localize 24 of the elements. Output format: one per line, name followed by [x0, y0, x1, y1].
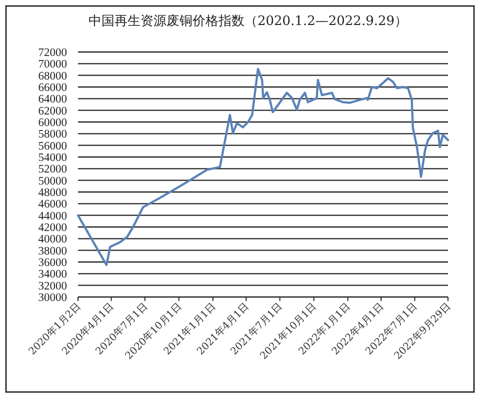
line-series — [76, 68, 450, 266]
y-tick-label: 72000 — [38, 47, 68, 59]
y-tick-label: 58000 — [38, 128, 68, 141]
y-tick-label: 64000 — [38, 94, 68, 106]
y-tick-label: 32000 — [38, 280, 68, 292]
y-tick-label: 46000 — [38, 198, 68, 211]
y-tick-label: 42000 — [38, 222, 68, 234]
y-tick-label: 34000 — [38, 268, 68, 281]
y-tick-label: 62000 — [38, 105, 68, 118]
y-tick-label: 54000 — [38, 152, 68, 164]
y-tick-label: 44000 — [38, 210, 68, 222]
y-tick-label: 70000 — [38, 58, 68, 71]
y-tick-label: 52000 — [38, 164, 68, 176]
y-tick-label: 30000 — [38, 292, 68, 304]
y-tick-label: 38000 — [38, 245, 68, 258]
y-tick-label: 50000 — [38, 175, 68, 188]
y-tick-label: 36000 — [38, 257, 68, 269]
y-tick-label: 68000 — [38, 70, 68, 82]
chart-title: 中国再生资源废铜价格指数（2020.1.2—2022.9.29） — [88, 14, 408, 29]
y-tick-label: 56000 — [38, 140, 68, 152]
y-tick-label: 66000 — [38, 82, 68, 94]
y-tick-label: 40000 — [38, 234, 68, 246]
y-tick-label: 48000 — [38, 187, 68, 199]
y-tick-label: 60000 — [38, 117, 68, 129]
